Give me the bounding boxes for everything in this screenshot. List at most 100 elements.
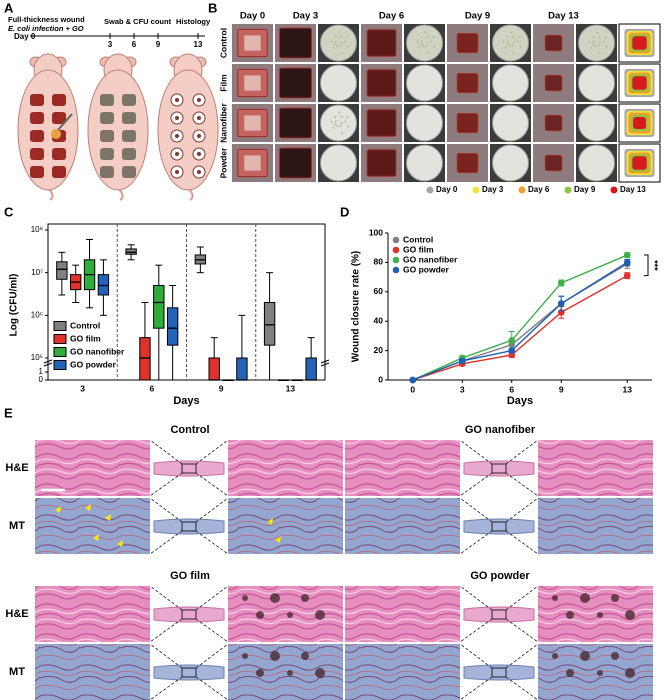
colony <box>346 36 349 39</box>
column-header: Day 3 <box>293 11 318 22</box>
wound-dot <box>197 152 201 156</box>
axis-break <box>43 359 53 367</box>
wound <box>122 166 136 178</box>
wound-area <box>279 27 312 59</box>
box <box>166 307 179 346</box>
plate <box>578 64 615 102</box>
closure-overlay <box>633 116 646 130</box>
tissue-section <box>463 518 535 535</box>
zoom-line <box>149 585 229 643</box>
plate <box>320 104 357 142</box>
colony <box>334 123 337 126</box>
wound-area <box>456 73 479 93</box>
colony <box>516 40 519 43</box>
colony <box>502 40 505 43</box>
legend-marker <box>518 186 526 194</box>
colony <box>334 40 337 43</box>
tissue-section <box>463 460 535 477</box>
wound-area <box>456 33 479 53</box>
x-tick-label: 6 <box>150 383 155 393</box>
plate <box>492 104 529 142</box>
plate <box>320 144 357 182</box>
arrow <box>93 534 99 541</box>
tissue-section <box>153 664 225 681</box>
timeline-label: 13 <box>194 40 203 49</box>
x-tick-label: 6 <box>509 384 514 394</box>
closure-overlay <box>632 36 647 50</box>
plate <box>406 144 443 182</box>
wound-dot <box>175 116 179 120</box>
wound <box>122 112 136 124</box>
y-axis-label: Log (CFU/ml) <box>9 274 20 337</box>
wound <box>52 94 66 106</box>
plate <box>578 144 615 182</box>
colony <box>506 43 509 46</box>
micrograph <box>228 644 343 700</box>
micrograph <box>538 586 653 642</box>
tissue-particle <box>611 652 619 660</box>
colony <box>512 42 515 44</box>
colony <box>426 35 429 38</box>
tissue-particle <box>625 610 635 620</box>
tissue-particle <box>566 669 574 677</box>
legend-swatch <box>53 360 67 370</box>
zoom-box <box>181 667 197 678</box>
zoom-line <box>459 497 539 555</box>
plate <box>492 144 529 182</box>
micrograph <box>538 644 653 700</box>
wound <box>122 130 136 142</box>
wound <box>100 130 114 142</box>
colony <box>344 120 347 123</box>
box <box>56 261 68 280</box>
stain-label: H&E <box>5 462 28 474</box>
micrograph <box>345 586 460 642</box>
colony <box>340 132 343 135</box>
tissue-particle <box>287 670 293 676</box>
legend-label: GO powder <box>70 359 117 369</box>
wound-dot <box>197 116 201 120</box>
tissue-particle <box>611 594 619 602</box>
legend-marker <box>392 246 400 254</box>
wound <box>122 148 136 160</box>
tissue-particle <box>301 594 309 602</box>
micrograph <box>538 498 653 554</box>
colony <box>511 44 514 47</box>
mouse-body <box>17 69 79 191</box>
colony <box>340 115 343 118</box>
wound-area <box>544 74 563 92</box>
wound <box>52 112 66 124</box>
marker <box>557 279 565 287</box>
column-header: Day 13 <box>548 11 579 22</box>
y-tick-label: 10⁵ <box>31 353 43 362</box>
micrograph <box>35 440 150 496</box>
tissue-particle <box>242 595 248 601</box>
y-tick-label: 1 <box>39 367 44 376</box>
colony <box>594 45 597 48</box>
histology-text: Histology <box>176 17 211 26</box>
colony <box>592 40 595 43</box>
wound-area <box>456 153 479 173</box>
row-label: Powder <box>218 147 228 178</box>
plate <box>320 64 357 102</box>
axis-break <box>320 359 330 367</box>
wound <box>100 94 114 106</box>
colony <box>426 52 429 55</box>
colony <box>604 36 607 39</box>
marker <box>409 376 417 384</box>
legend-marker <box>610 186 618 194</box>
y-axis-label: Wound closure rate (%) <box>351 251 362 363</box>
wound-area <box>279 107 312 139</box>
legend-marker <box>392 256 400 264</box>
legend-label: GO nanofiber <box>403 254 458 264</box>
colony <box>340 52 343 55</box>
tissue-section <box>463 664 535 681</box>
colony <box>512 35 515 38</box>
box <box>97 274 110 296</box>
colony <box>340 35 343 38</box>
colony <box>433 45 436 48</box>
y-tick-label: 100 <box>369 227 383 237</box>
tissue-particle <box>597 612 603 618</box>
wound-dot <box>175 98 179 102</box>
plate <box>492 64 529 102</box>
